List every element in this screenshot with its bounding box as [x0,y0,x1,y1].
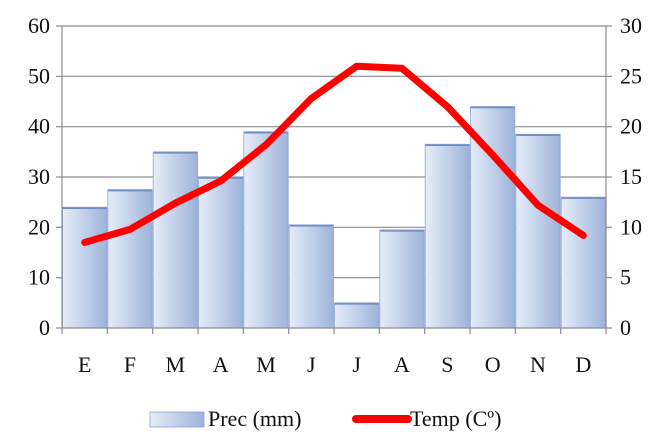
category-label: M [256,352,276,377]
category-label: O [485,352,501,377]
bar [107,189,153,329]
bar [152,151,198,329]
tick-labels: 0 10 20 30 40 50 60 0 5 10 15 20 25 30 E F M A M J J A S O N D [28,13,642,377]
bar [334,302,380,329]
left-tick-label: 0 [39,315,50,340]
legend-swatch-prec [149,411,205,428]
category-label: M [166,352,186,377]
gridlines [62,25,606,279]
category-label: J [352,352,361,377]
category-label: A [394,352,410,377]
right-tick-label: 20 [620,114,642,139]
category-label: N [530,352,546,377]
left-tick-label: 10 [28,265,50,290]
bar-series [62,106,606,329]
right-tick-label: 30 [620,13,642,38]
category-label: J [307,352,316,377]
right-tick-label: 25 [620,63,642,88]
right-tick-label: 0 [620,315,631,340]
bar [515,133,561,329]
left-tick-label: 40 [28,114,50,139]
axes [56,25,612,334]
left-tick-label: 30 [28,164,50,189]
right-tick-label: 10 [620,214,642,239]
right-tick-label: 15 [620,164,642,189]
legend-label-prec: Prec (mm) [208,406,301,431]
category-label: E [78,352,91,377]
bar [379,229,425,329]
legend-label-temp: Temp (Cº) [410,406,501,431]
bar [560,196,606,329]
bar [243,131,289,329]
category-label: S [441,352,453,377]
category-label: D [575,352,591,377]
left-tick-label: 20 [28,214,50,239]
legend: Prec (mm) Temp (Cº) [149,406,501,431]
line-series [81,62,587,246]
temp-line [81,62,587,246]
left-tick-label: 60 [28,13,50,38]
category-label: A [213,352,229,377]
right-tick-label: 5 [620,265,631,290]
bar [62,206,108,329]
bar [424,143,470,329]
left-tick-label: 50 [28,63,50,88]
category-label: F [124,352,136,377]
bar [288,224,334,329]
bar [198,176,244,329]
